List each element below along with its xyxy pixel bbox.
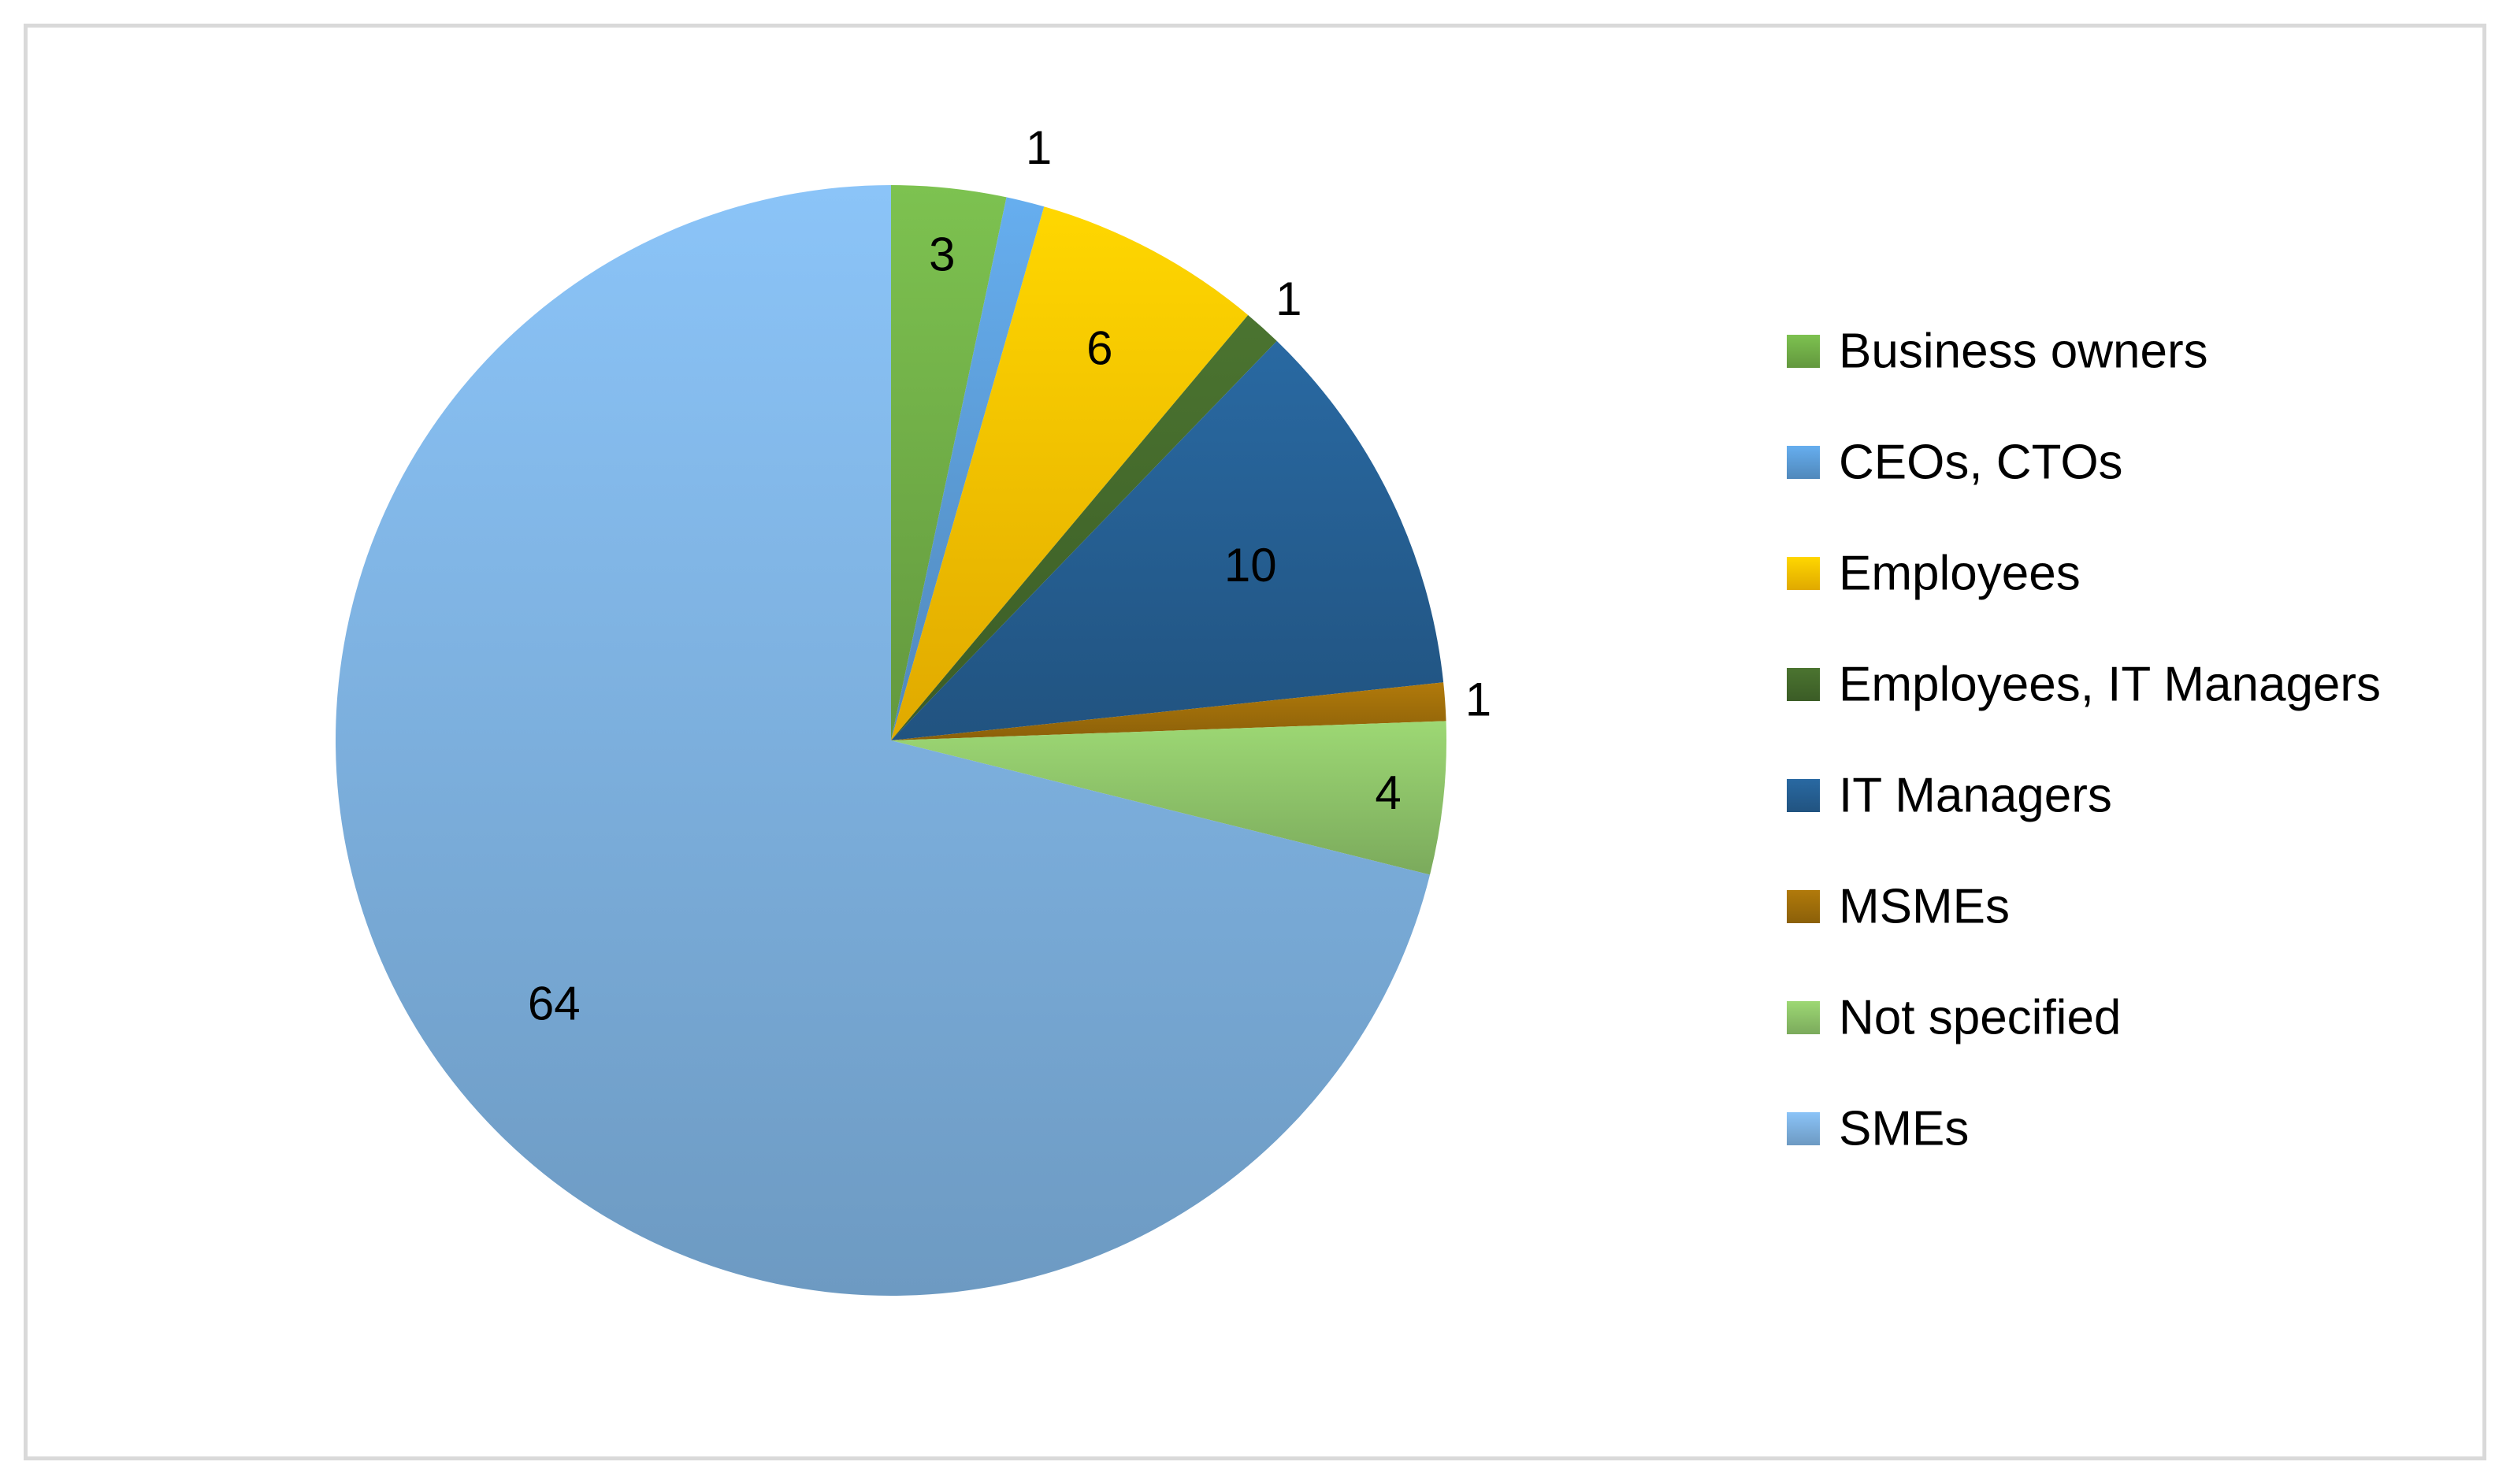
data-label-business-owners: 3 [929, 228, 955, 280]
data-label-ceos-ctos: 1 [1026, 121, 1052, 174]
pie-slice-smes [335, 185, 1431, 1296]
legend-swatch-not-specified [1787, 1001, 1820, 1034]
legend: Business owners CEOs, CTOs Employees Employ… [1787, 325, 2381, 1156]
data-label-employees: 6 [1086, 322, 1112, 375]
data-label-it-managers: 10 [1224, 539, 1277, 592]
data-labels: 3 1 6 1 10 1 4 64 [528, 121, 1491, 1030]
legend-item-smes: SMEs [1787, 1102, 1969, 1156]
legend-swatch-it-managers [1787, 779, 1820, 812]
legend-swatch-ceos-ctos [1787, 446, 1820, 479]
pie-slice-msmes [891, 682, 1446, 740]
legend-label-msmes: MSMEs [1839, 880, 2010, 934]
legend-label-employees-it-managers: Employees, IT Managers [1839, 658, 2381, 712]
legend-item-msmes: MSMEs [1787, 880, 2010, 934]
legend-label-it-managers: IT Managers [1839, 769, 2112, 823]
legend-label-ceos-ctos: CEOs, CTOs [1839, 436, 2123, 490]
legend-item-employees-it-managers: Employees, IT Managers [1787, 658, 2381, 712]
legend-item-it-managers: IT Managers [1787, 769, 2112, 823]
legend-swatch-msmes [1787, 890, 1820, 923]
legend-swatch-employees [1787, 557, 1820, 590]
legend-swatch-employees-it-managers [1787, 668, 1820, 701]
pie-slice-ceos-ctos [891, 197, 1045, 740]
legend-item-employees: Employees [1787, 547, 2081, 601]
legend-swatch-smes [1787, 1112, 1820, 1145]
legend-label-smes: SMEs [1839, 1102, 1969, 1156]
data-label-smes: 64 [528, 978, 581, 1030]
pie-slice-it-managers [891, 340, 1444, 740]
pie-slice-employees-it-managers [891, 314, 1277, 740]
legend-label-not-specified: Not specified [1839, 991, 2121, 1045]
legend-label-business-owners: Business owners [1839, 325, 2208, 379]
legend-item-ceos-ctos: CEOs, CTOs [1787, 436, 2123, 490]
legend-swatch-business-owners [1787, 335, 1820, 368]
legend-item-not-specified: Not specified [1787, 991, 2121, 1045]
legend-item-business-owners: Business owners [1787, 325, 2208, 379]
data-label-employees-it-managers: 1 [1275, 273, 1301, 325]
pie-slice-not-specified [891, 721, 1446, 875]
pie-slice-employees [891, 206, 1249, 740]
data-label-msmes: 1 [1465, 673, 1491, 725]
legend-label-employees: Employees [1839, 547, 2081, 601]
pie-slices [335, 185, 1446, 1296]
pie-slice-business-owners [891, 185, 1007, 740]
data-label-not-specified: 4 [1375, 766, 1401, 819]
